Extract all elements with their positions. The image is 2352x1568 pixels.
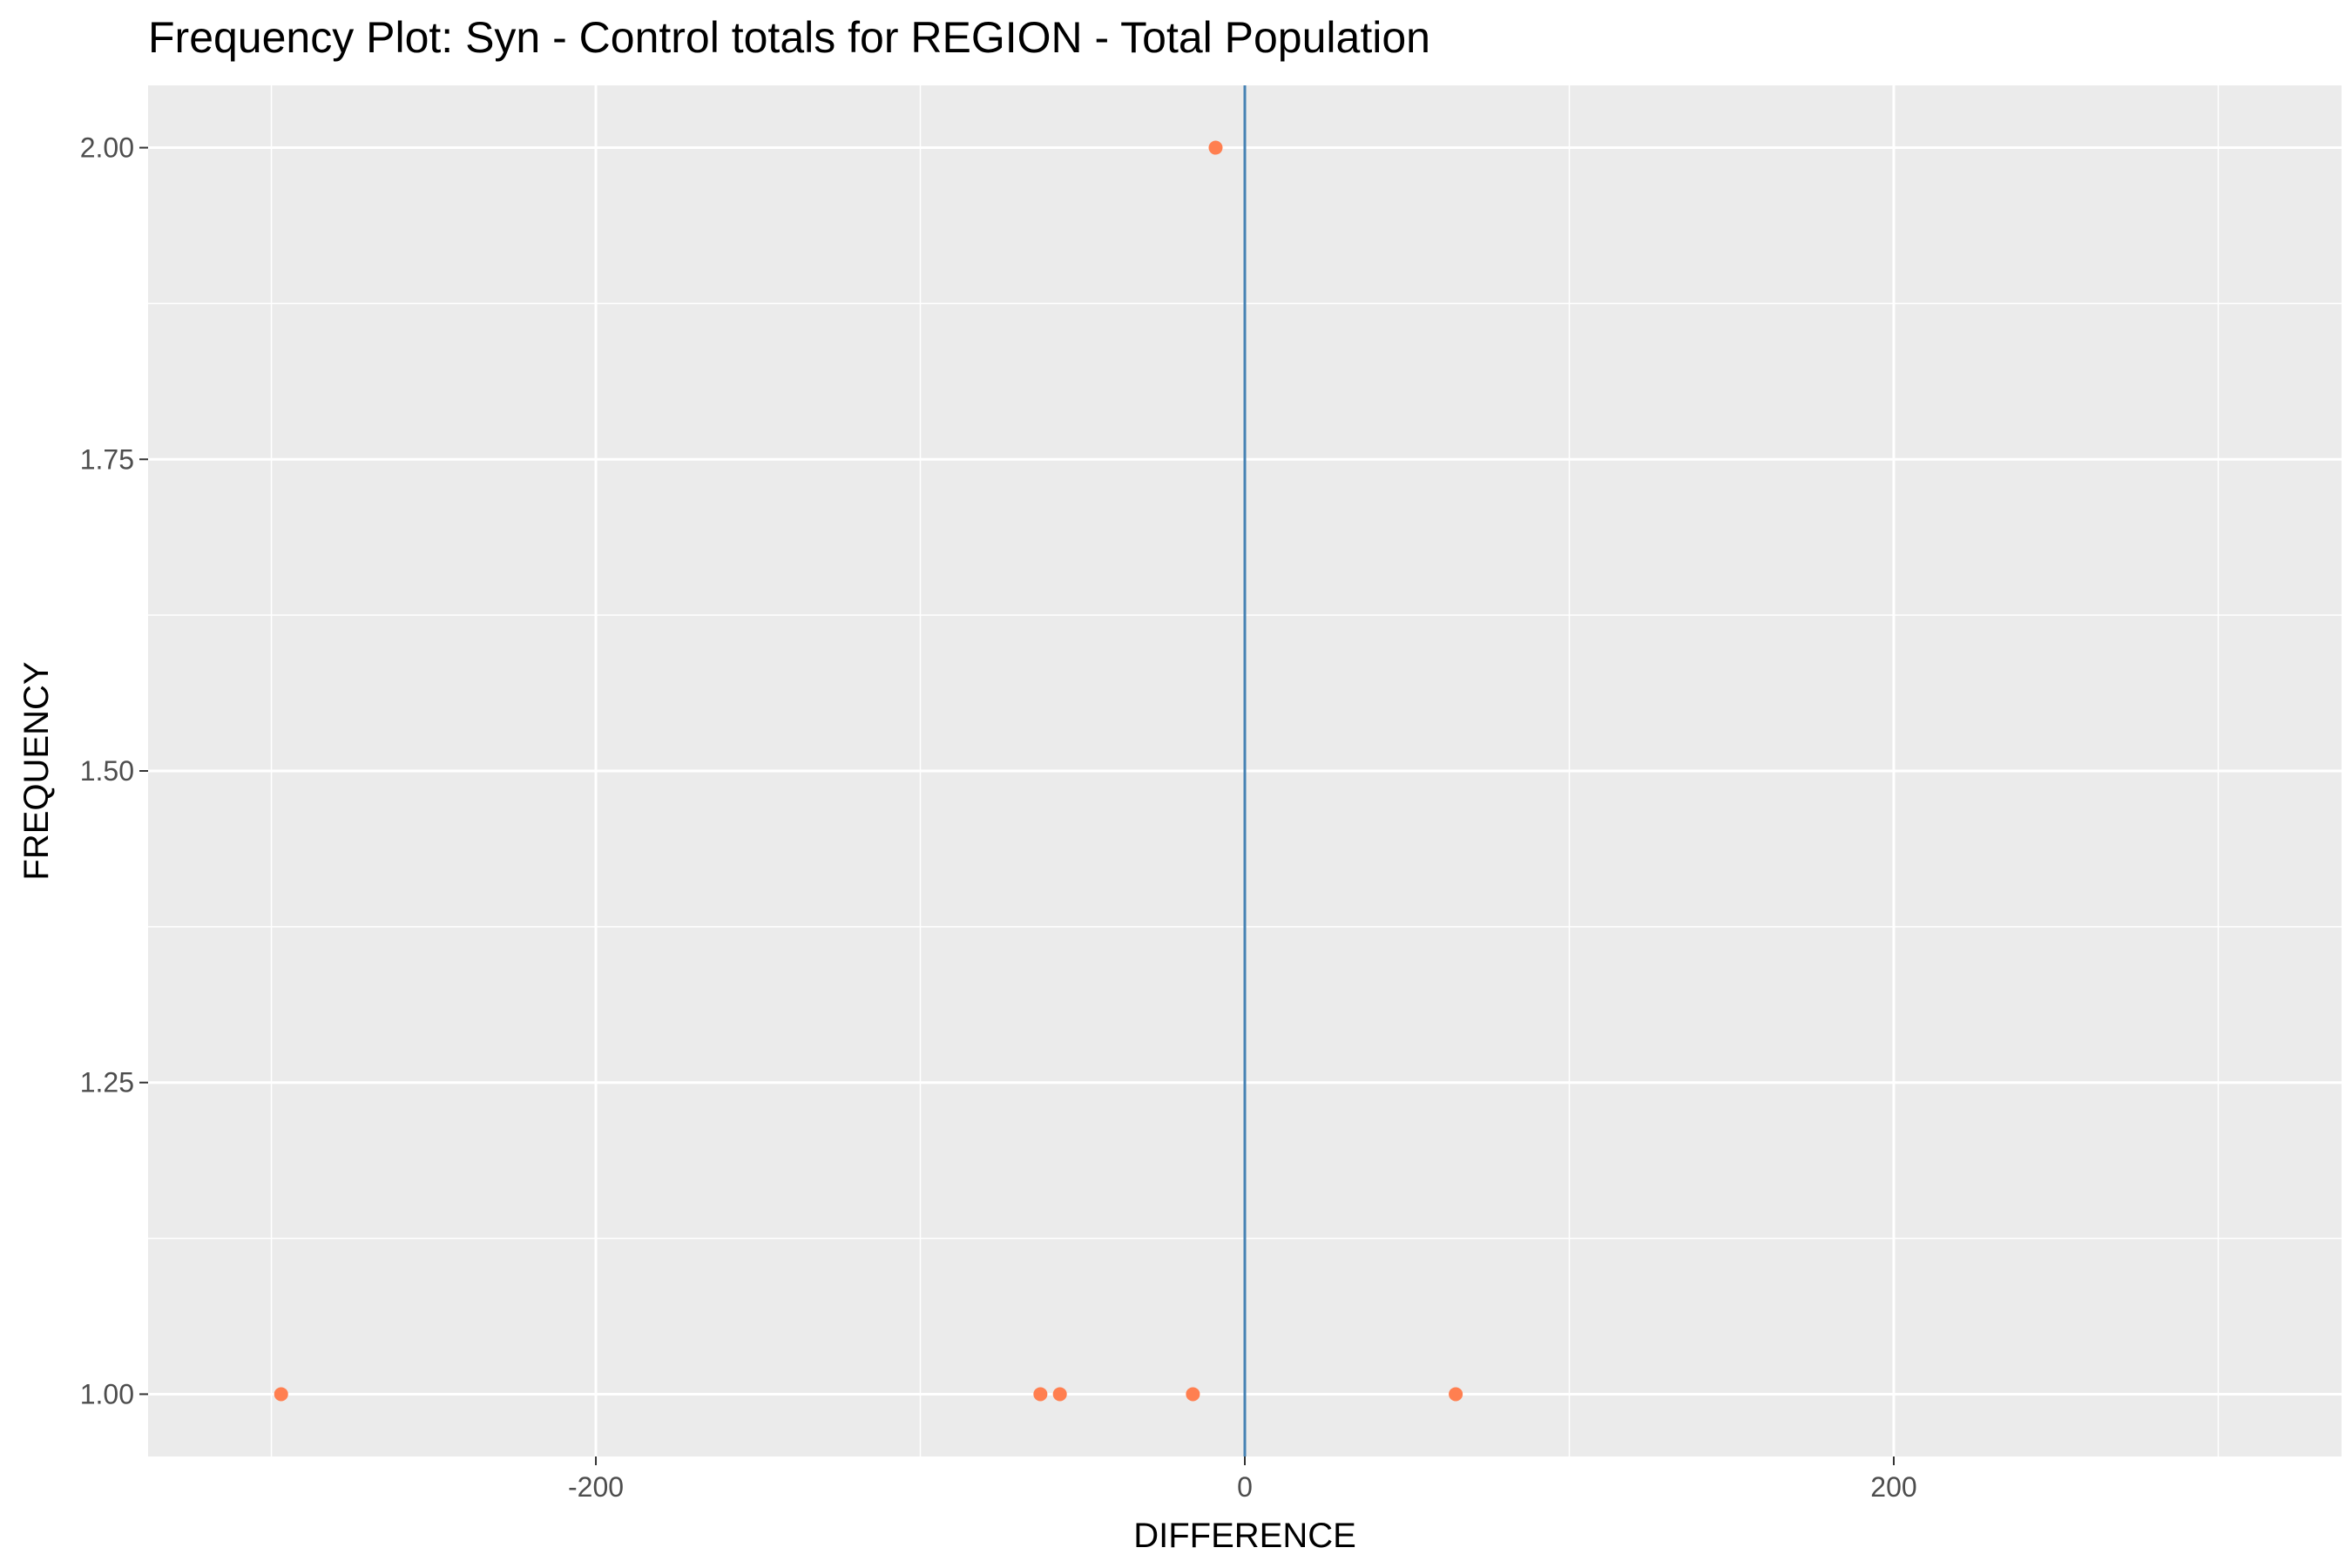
x-axis-title: DIFFERENCE	[1133, 1517, 1356, 1555]
y-tick-label: 1.25	[80, 1067, 134, 1098]
x-tick-label: 0	[1237, 1471, 1253, 1503]
data-point	[1033, 1387, 1048, 1402]
data-point	[1052, 1387, 1067, 1402]
y-tick-label: 1.50	[80, 755, 134, 787]
chart-title: Frequency Plot: Syn - Control totals for…	[148, 13, 1430, 62]
data-point	[1208, 140, 1223, 155]
y-tick-label: 1.00	[80, 1378, 134, 1409]
data-point	[274, 1387, 288, 1402]
x-axis: -200 0 200	[568, 1456, 1917, 1503]
data-points	[274, 140, 1463, 1402]
x-tick-label: 200	[1870, 1471, 1916, 1503]
data-point	[1449, 1387, 1463, 1402]
y-axis-title: FREQUENCY	[17, 661, 56, 880]
y-tick-label: 2.00	[80, 132, 134, 164]
y-tick-label: 1.75	[80, 443, 134, 475]
x-tick-label: -200	[568, 1471, 624, 1503]
data-point	[1186, 1387, 1200, 1402]
y-axis: 1.00 1.25 1.50 1.75 2.00	[80, 132, 148, 1409]
